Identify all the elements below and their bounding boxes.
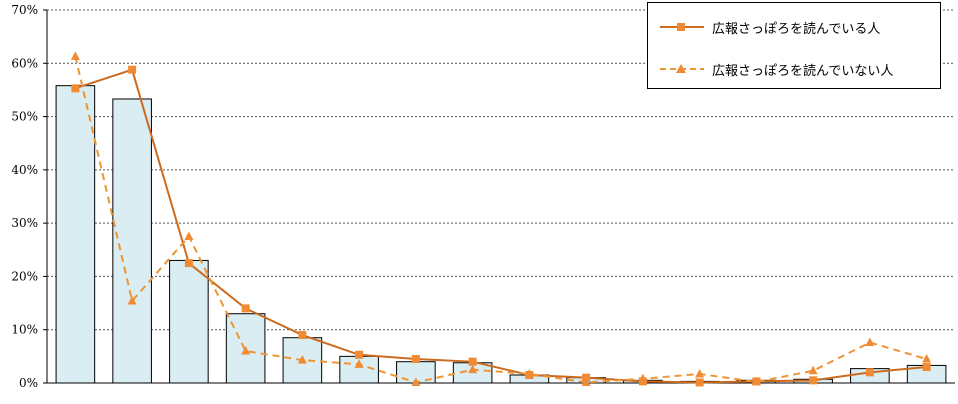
- legend-item-series-1: 広報さっぽろを読んでいる人: [658, 17, 880, 37]
- legend-label-series-2: 広報さっぽろを読んでいない人: [712, 63, 894, 79]
- point-series-2: [638, 373, 648, 383]
- bar: [112, 98, 152, 384]
- point-series-2: [468, 364, 478, 374]
- line-layer: [70, 51, 932, 387]
- point-series-1: [865, 368, 874, 377]
- legend-marker-dashed-triangle: [660, 64, 704, 73]
- series-line-1: [75, 68, 927, 384]
- point-series-2: [524, 368, 534, 378]
- y-tick-label: 10%: [11, 323, 38, 337]
- legend-item-series-2: 広報さっぽろを読んでいない人: [658, 59, 893, 79]
- point-series-1: [298, 331, 307, 340]
- point-series-1: [411, 355, 420, 364]
- y-tick-label: 30%: [11, 216, 38, 230]
- point-series-2: [411, 377, 421, 386]
- bar: [55, 85, 96, 384]
- legend-marker-solid-square: [660, 23, 704, 31]
- y-tick-label: 40%: [11, 163, 38, 177]
- point-series-1: [695, 378, 704, 387]
- point-series-2: [297, 355, 307, 364]
- point-series-2: [127, 295, 137, 305]
- point-series-1: [468, 357, 477, 366]
- point-series-2: [865, 337, 875, 347]
- point-series-1: [809, 376, 818, 385]
- point-series-2: [70, 51, 80, 60]
- point-series-1: [241, 304, 250, 313]
- point-series-2: [241, 346, 251, 355]
- y-tick-label: 50%: [11, 110, 38, 124]
- point-series-2: [808, 365, 818, 375]
- point-series-2: [184, 231, 194, 240]
- point-series-1: [184, 259, 193, 268]
- legend-label-series-1: 広報さっぽろを読んでいる人: [712, 21, 881, 37]
- y-tick-label: 70%: [11, 3, 38, 17]
- point-series-2: [581, 377, 591, 386]
- point-series-2: [751, 376, 761, 386]
- legend: 広報さっぽろを読んでいる人 広報さっぽろを読んでいない人: [647, 2, 941, 89]
- point-series-1: [71, 84, 80, 93]
- point-series-1: [128, 65, 137, 74]
- point-series-1: [355, 350, 364, 359]
- point-series-2: [354, 359, 364, 368]
- point-series-2: [922, 354, 932, 363]
- bar: [169, 259, 209, 384]
- y-tick-label: 60%: [11, 56, 38, 70]
- point-series-1: [922, 363, 931, 372]
- point-series-2: [695, 368, 705, 378]
- y-tick-label: 0%: [19, 376, 38, 390]
- y-tick-label: 20%: [11, 269, 38, 283]
- series-line-2: [74, 56, 927, 384]
- axis-layer: 0% 10% 20% 30% 40% 50% 60% 70%: [11, 3, 955, 390]
